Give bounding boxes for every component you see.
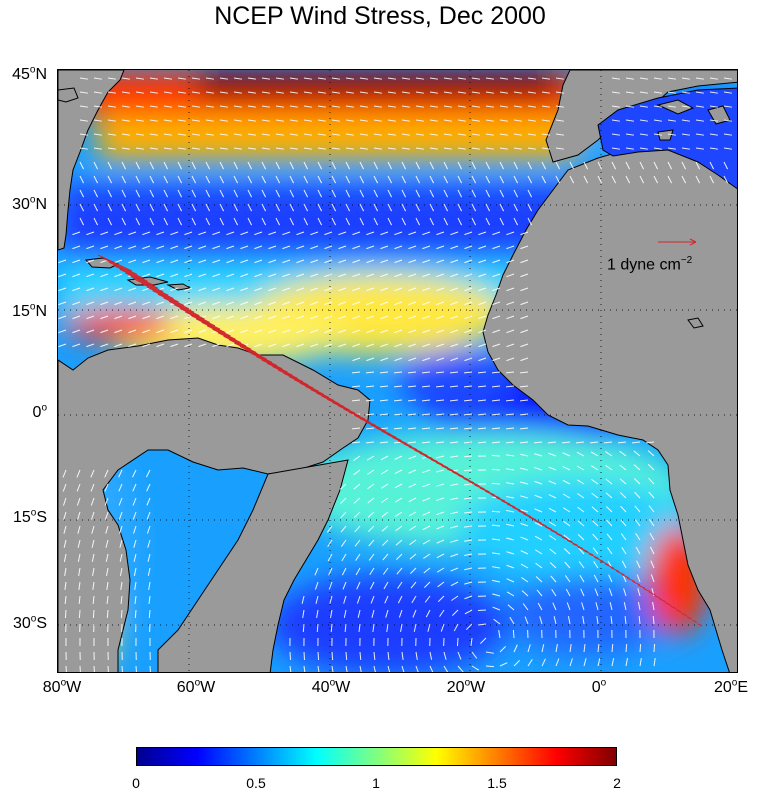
lon-tick-40w: 40oW (311, 677, 351, 696)
reference-vector-label: 1 dyne cm−2 (607, 255, 693, 274)
lat-tick-15s: 15oS (12, 507, 47, 526)
reference-vector-arrow (658, 238, 697, 246)
lon-tick-80w: 80oW (42, 677, 82, 696)
lat-tick-0: 0o (32, 402, 47, 421)
wind-vectors (58, 77, 732, 672)
lon-tick-60w: 60oW (176, 677, 216, 696)
colorbar-tick-1: 1 (372, 775, 380, 791)
colorbar (136, 747, 617, 766)
lat-tick-30s: 30oS (12, 613, 47, 632)
map-canvas (58, 70, 737, 672)
lon-tick-20e: 20oE (713, 677, 749, 696)
lat-tick-30n: 30oN (12, 194, 47, 213)
land-masses (58, 70, 737, 672)
wind-stress-map (57, 69, 738, 673)
colorbar-tick-1.5: 1.5 (487, 775, 507, 791)
colorbar-tick-0.5: 0.5 (246, 775, 266, 791)
lat-tick-15n: 15oN (12, 301, 47, 320)
overlimit-vectors (97, 254, 703, 627)
lon-tick-20w: 20oW (446, 677, 486, 696)
colorbar-tick-0: 0 (132, 775, 140, 791)
lat-tick-45n: 45oN (12, 64, 47, 83)
map-title: NCEP Wind Stress, Dec 2000 (214, 2, 546, 30)
colorbar-tick-2: 2 (613, 775, 621, 791)
lon-tick-0: 0o (591, 677, 607, 696)
